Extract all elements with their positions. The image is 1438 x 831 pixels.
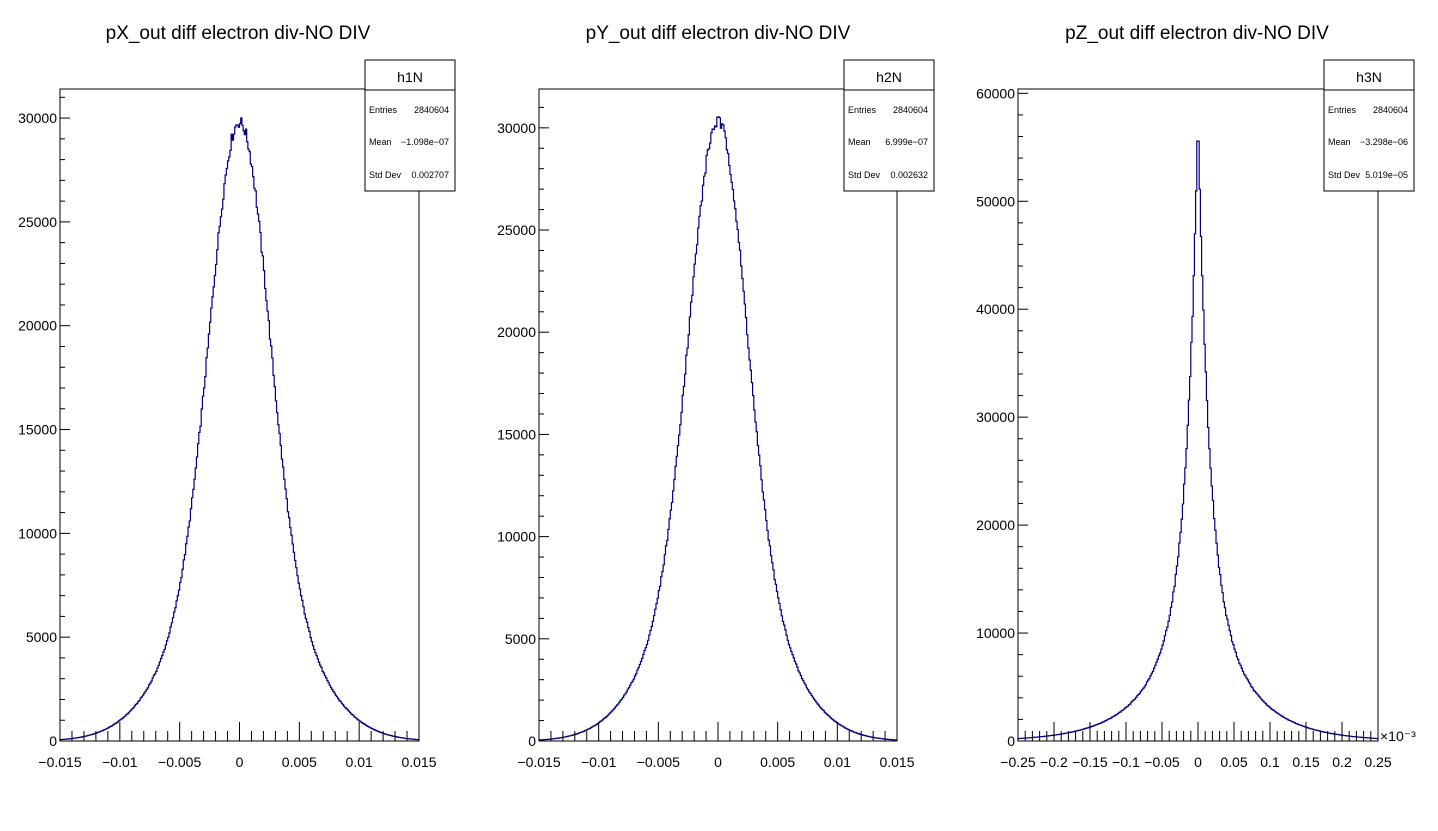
y-tick-label: 30000 xyxy=(18,110,57,126)
y-tick-label: 30000 xyxy=(497,120,536,136)
stats-label-mean: Mean xyxy=(848,137,871,147)
stats-histogram-name: h3N xyxy=(1356,69,1382,85)
x-tick-label: −0.05 xyxy=(1144,754,1180,770)
y-tick-label: 60000 xyxy=(976,85,1015,101)
x-tick-label: 0 xyxy=(236,754,244,770)
plot-frame xyxy=(538,88,898,742)
x-tick-label: 0.2 xyxy=(1332,754,1352,770)
stats-label-std-dev: Std Dev xyxy=(848,170,881,180)
y-tick-label: 15000 xyxy=(497,426,536,442)
x-tick-label: −0.005 xyxy=(158,754,201,770)
x-tick-label: 0.01 xyxy=(824,754,851,770)
x-tick-label: −0.005 xyxy=(637,754,680,770)
stats-box: h3N Entries 2840604 Mean −3.298e−06 Std Dev 5.… xyxy=(1323,59,1415,192)
y-tick-label: 40000 xyxy=(976,301,1015,317)
y-tick-label: 50000 xyxy=(976,193,1015,209)
histogram-panel-3: pZ_out diff electron div-NO DIV −0.25 −0.2… xyxy=(976,23,1416,770)
histogram-panel-1: pX_out diff electron div-NO DIV −0.015 −0.… xyxy=(18,23,456,770)
histogram-panel-2: pY_out diff electron div-NO DIV −0.015 −0.… xyxy=(497,23,935,770)
x-tick-label: −0.015 xyxy=(38,754,81,770)
x-tick-label: 0.005 xyxy=(760,754,795,770)
chart-title: pY_out diff electron div-NO DIV xyxy=(586,23,851,44)
stats-label-std-dev: Std Dev xyxy=(369,170,402,180)
y-tick-label: 0 xyxy=(49,733,57,749)
x-tick-label: 0.15 xyxy=(1292,754,1319,770)
stats-label-mean: Mean xyxy=(369,137,392,147)
chart-title: pX_out diff electron div-NO DIV xyxy=(106,23,371,44)
y-tick-label: 10000 xyxy=(976,625,1015,641)
y-tick-label: 0 xyxy=(1007,733,1015,749)
stats-value-entries: 2840604 xyxy=(893,105,928,115)
y-tick-label: 25000 xyxy=(18,214,57,230)
x-tick-label: −0.01 xyxy=(581,754,617,770)
y-tick-label: 0 xyxy=(528,733,536,749)
y-tick-label: 5000 xyxy=(26,629,57,645)
y-tick-label: 5000 xyxy=(505,631,536,647)
stats-label-entries: Entries xyxy=(369,105,398,115)
x-tick-label: −0.15 xyxy=(1072,754,1108,770)
x-tick-label: −0.25 xyxy=(1000,754,1036,770)
stats-label-entries: Entries xyxy=(848,105,877,115)
stats-value-std-dev: 0.002632 xyxy=(890,170,928,180)
y-tick-label: 20000 xyxy=(976,517,1015,533)
histogram-series xyxy=(1017,140,1379,741)
x-tick-label: 0.05 xyxy=(1220,754,1247,770)
stats-label-std-dev: Std Dev xyxy=(1328,170,1361,180)
stats-value-std-dev: 5.019e−05 xyxy=(1365,170,1408,180)
stats-value-mean: 6.999e−07 xyxy=(885,137,928,147)
stats-value-std-dev: 0.002707 xyxy=(411,170,449,180)
x-tick-label: 0.005 xyxy=(282,754,317,770)
stats-histogram-name: h1N xyxy=(397,69,423,85)
stats-label-mean: Mean xyxy=(1328,137,1351,147)
histogram-series xyxy=(59,117,420,741)
x-tick-label: 0.015 xyxy=(401,754,436,770)
y-tick-label: 30000 xyxy=(976,409,1015,425)
stats-box: h2N Entries 2840604 Mean 6.999e−07 Std Dev 0.0… xyxy=(843,59,935,192)
x-tick-label: 0.01 xyxy=(346,754,373,770)
stats-value-mean: −3.298e−06 xyxy=(1360,137,1408,147)
stats-histogram-name: h2N xyxy=(876,69,902,85)
stats-value-entries: 2840604 xyxy=(414,105,449,115)
y-tick-label: 20000 xyxy=(18,318,57,334)
stats-value-entries: 2840604 xyxy=(1373,105,1408,115)
x-tick-label: −0.2 xyxy=(1040,754,1068,770)
y-tick-label: 10000 xyxy=(497,529,536,545)
stats-box: h1N Entries 2840604 Mean −1.098e−07 Std Dev 0.… xyxy=(364,59,456,192)
y-tick-label: 15000 xyxy=(18,422,57,438)
y-tick-label: 10000 xyxy=(18,525,57,541)
x-tick-label: 0.25 xyxy=(1364,754,1391,770)
x-tick-label: −0.01 xyxy=(102,754,138,770)
stats-value-mean: −1.098e−07 xyxy=(401,137,449,147)
x-tick-label: 0 xyxy=(1194,754,1202,770)
x-tick-label: 0 xyxy=(714,754,722,770)
x-axis-exponent: ×10⁻³ xyxy=(1380,728,1416,744)
stats-label-entries: Entries xyxy=(1328,105,1357,115)
chart-title: pZ_out diff electron div-NO DIV xyxy=(1065,23,1329,44)
y-tick-label: 20000 xyxy=(497,324,536,340)
y-tick-label: 25000 xyxy=(497,222,536,238)
x-tick-label: −0.015 xyxy=(517,754,560,770)
x-tick-label: 0.015 xyxy=(879,754,914,770)
x-tick-label: 0.1 xyxy=(1260,754,1280,770)
x-tick-label: −0.1 xyxy=(1112,754,1140,770)
histogram-series xyxy=(538,116,898,741)
